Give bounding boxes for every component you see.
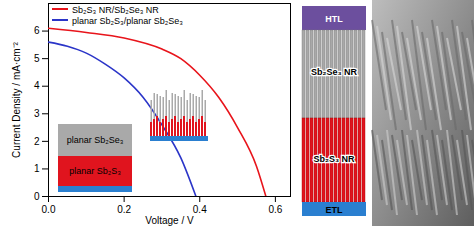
svg-text:0.6: 0.6 xyxy=(268,204,282,215)
svg-text:0.4: 0.4 xyxy=(193,204,207,215)
svg-text:0: 0 xyxy=(34,191,40,202)
svg-text:3: 3 xyxy=(34,108,40,119)
svg-text:Sb₂S₃ NR/Sb₂Se₃ NR: Sb₂S₃ NR/Sb₂Se₃ NR xyxy=(72,5,159,15)
svg-text:5: 5 xyxy=(34,53,40,64)
svg-text:planar Sb₂S₃/planar Sb₂Se₃: planar Sb₂S₃/planar Sb₂Se₃ xyxy=(72,16,183,26)
svg-text:4: 4 xyxy=(34,80,40,91)
svg-text:Voltage / V: Voltage / V xyxy=(145,215,194,226)
svg-text:0.2: 0.2 xyxy=(117,204,131,215)
svg-text:planar Sb₂S₃: planar Sb₂S₃ xyxy=(69,166,121,176)
svg-text:6: 6 xyxy=(34,25,40,36)
svg-text:Current Density / mA·cm⁻²: Current Density / mA·cm⁻² xyxy=(11,41,22,157)
svg-text:0.0: 0.0 xyxy=(42,204,56,215)
svg-text:1: 1 xyxy=(34,163,40,174)
svg-text:ETL: ETL xyxy=(326,205,344,215)
svg-text:Sb₂S₃ NR: Sb₂S₃ NR xyxy=(313,154,355,164)
svg-text:Sb₂Se₃ NR: Sb₂Se₃ NR xyxy=(311,67,358,77)
svg-text:2: 2 xyxy=(34,136,40,147)
svg-text:HTL: HTL xyxy=(325,14,343,24)
svg-text:planar Sb₂Se₃: planar Sb₂Se₃ xyxy=(67,135,124,145)
